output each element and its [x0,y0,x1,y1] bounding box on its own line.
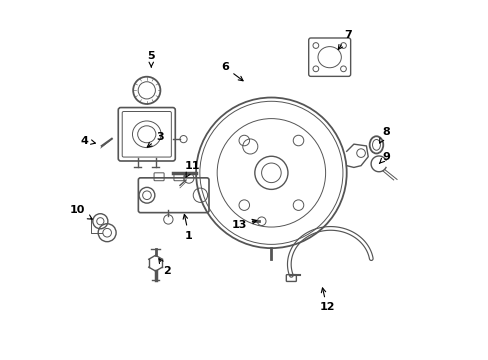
Text: 3: 3 [147,132,163,147]
Text: 7: 7 [338,30,352,49]
Text: 2: 2 [159,258,171,276]
Text: 11: 11 [184,161,200,177]
Text: 8: 8 [379,127,389,143]
Text: 1: 1 [183,215,192,240]
Text: 10: 10 [70,206,92,219]
Text: 4: 4 [81,136,95,145]
Text: 6: 6 [221,62,243,81]
Text: 13: 13 [231,219,256,230]
Text: 5: 5 [147,51,155,67]
Text: 12: 12 [319,288,334,312]
Text: 9: 9 [379,152,389,163]
